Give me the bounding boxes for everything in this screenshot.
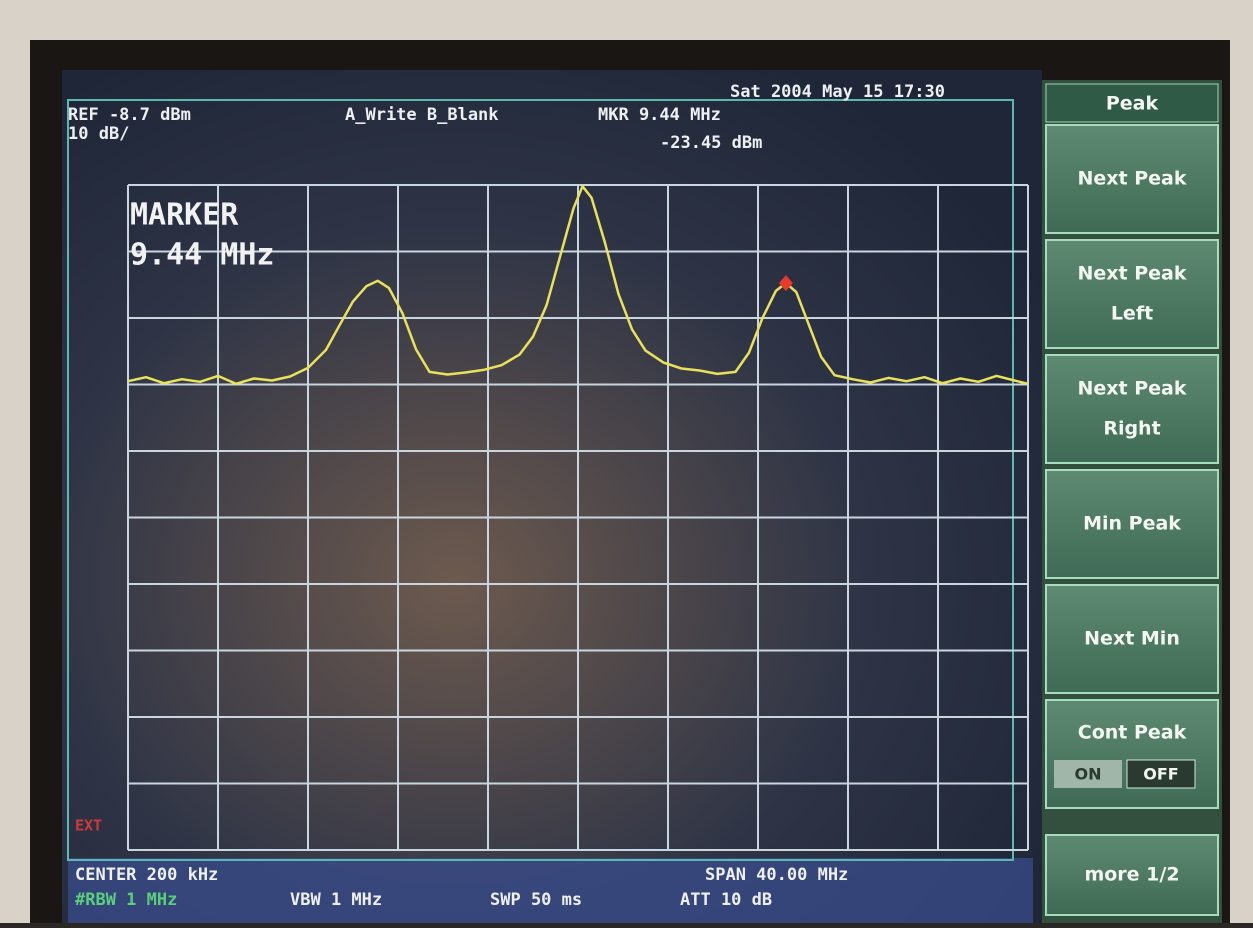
marker-title: MARKER: [130, 198, 239, 233]
menu-button[interactable]: [1046, 355, 1218, 463]
menu-button-label[interactable]: more 1/2: [1084, 864, 1179, 886]
marker-freq: MKR 9.44 MHz: [598, 105, 721, 125]
marker-readout: 9.44 MHz: [130, 238, 275, 273]
menu-buttons: Next Peak Next Peak Left Next Peak Right Min …: [1046, 125, 1218, 915]
ref-level: REF -8.7 dBm: [68, 105, 191, 125]
attenuation: ATT 10 dB: [680, 890, 772, 910]
menu-button[interactable]: [1046, 700, 1218, 808]
marker-level: -23.45 dBm: [660, 133, 762, 153]
center: CENTER 200 kHz: [75, 865, 218, 885]
rbw: #RBW 1 MHz: [75, 890, 177, 910]
menu-button-label[interactable]: Next Peak: [1077, 378, 1186, 400]
menu-title: Peak: [1106, 93, 1159, 115]
menu-button-label[interactable]: Next Min: [1084, 628, 1180, 650]
menu-button-label[interactable]: Next Peak: [1077, 168, 1186, 190]
menu-button-label[interactable]: Left: [1111, 303, 1153, 325]
sweep: SWP 50 ms: [490, 890, 582, 910]
vbw: VBW 1 MHz: [290, 890, 382, 910]
menu-button-label[interactable]: Right: [1103, 418, 1160, 440]
menu-button-label[interactable]: Next Peak: [1077, 263, 1186, 285]
menu-button[interactable]: [1046, 240, 1218, 348]
menu-button-label[interactable]: Min Peak: [1083, 513, 1181, 535]
datetime: Sat 2004 May 15 17:30: [730, 82, 945, 102]
page: Sat 2004 May 15 17:30 REF -8.7 dBm 10 dB…: [0, 0, 1253, 923]
scale: 10 dB/: [68, 124, 129, 144]
ext: EXT: [75, 817, 102, 835]
span: SPAN 40.00 MHz: [705, 865, 848, 885]
trace-modes: A_Write B_Blank: [345, 105, 499, 125]
menu-button-label[interactable]: Cont Peak: [1078, 722, 1187, 744]
analyzer-screen: Sat 2004 May 15 17:30 REF -8.7 dBm 10 dB…: [0, 0, 1253, 923]
toggle-off-label[interactable]: OFF: [1143, 765, 1178, 784]
toggle-on-label[interactable]: ON: [1075, 765, 1102, 784]
